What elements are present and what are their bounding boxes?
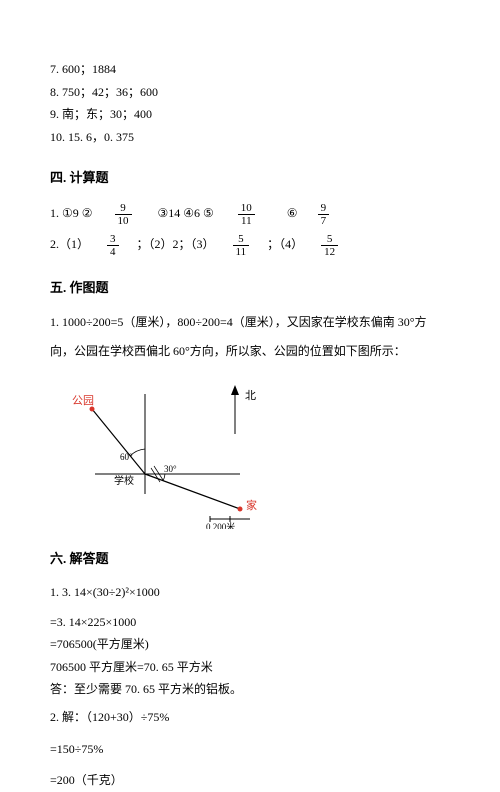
section-5-title: 五. 作图题: [50, 276, 450, 299]
calc-row-2: 2.（1） 34 ；（2）2；（3） 511 ；（4） 512: [50, 233, 450, 258]
answer-8: 8. 750；42；36；600: [50, 82, 450, 104]
q2-l3: =200（千克）: [50, 770, 450, 792]
scale-label: 0 200米: [206, 521, 235, 529]
angle-60: 60°: [120, 452, 133, 462]
angle-30: 30°: [164, 464, 177, 474]
north-label: 北: [245, 389, 256, 402]
section-4-title: 四. 计算题: [50, 166, 450, 189]
frac: 1011: [238, 202, 255, 227]
frac: 512: [321, 233, 338, 258]
school-label: 学校: [114, 474, 134, 487]
calc-r2-p3: ；（4）: [267, 234, 303, 256]
park-label: 公园: [72, 394, 94, 407]
q2-l2: =150÷75%: [50, 739, 450, 761]
answer-7: 7. 600；1884: [50, 59, 450, 81]
section-5-line-2: 向，公园在学校西偏北 60°方向，所以家、公园的位置如下图所示：: [50, 341, 450, 363]
calc-r1-p2: ③14 ④6 ⑤: [158, 203, 214, 225]
calc-r1-p3: ⑥: [287, 203, 298, 225]
q1-l1: 1. 3. 14×(30÷2)²×1000: [50, 582, 450, 604]
q1-l2: =3. 14×225×1000: [50, 612, 450, 634]
home-label: 家: [246, 498, 257, 512]
calc-r1-p1: 1. ①9 ②: [50, 203, 93, 225]
answer-10: 10. 15. 6，0. 375: [50, 127, 450, 149]
answer-9: 9. 南；东；30；400: [50, 104, 450, 126]
frac: 511: [233, 233, 250, 258]
q1-l4: 706500 平方厘米=70. 65 平方米: [50, 657, 450, 679]
frac: 34: [107, 233, 119, 258]
calc-r2-p2: ；（2）2；（3）: [137, 234, 215, 256]
section-6-title: 六. 解答题: [50, 547, 450, 570]
frac: 97: [318, 202, 330, 227]
section-5-line-1: 1. 1000÷200=5（厘米），800÷200=4（厘米），又因家在学校东偏…: [50, 312, 450, 334]
calc-r2-p1: 2.（1）: [50, 234, 89, 256]
diagram: 北 公园 家 60° 30° 学校 0 200米: [70, 379, 450, 529]
q2-l1: 2. 解：（120+30）÷75%: [50, 707, 450, 729]
frac: 910: [115, 202, 132, 227]
q1-l5: 答：至少需要 70. 65 平方米的铝板。: [50, 679, 450, 701]
q1-l3: =706500(平方厘米): [50, 634, 450, 656]
calc-row-1: 1. ①9 ② 910 ③14 ④6 ⑤ 1011 ⑥ 97: [50, 202, 450, 227]
